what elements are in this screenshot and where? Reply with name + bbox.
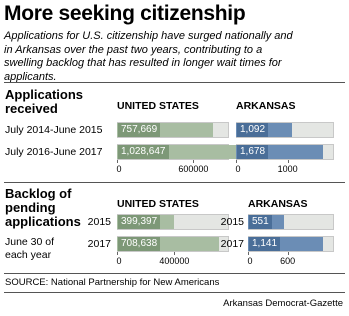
source: SOURCE: National Partnership for New Ame… <box>5 277 220 288</box>
category-label: July 2014-June 2015 <box>5 124 103 136</box>
tick-mark <box>236 160 237 163</box>
tick-mark <box>174 252 176 255</box>
tick-mark <box>248 252 249 255</box>
category-label: 2017 <box>220 238 244 250</box>
x-tick-label: 600000 <box>178 164 209 174</box>
value-label: 1,678 <box>237 145 269 159</box>
x-tick-label: 0 <box>116 164 122 174</box>
tick-mark <box>287 160 289 163</box>
value-label: 551 <box>249 215 272 229</box>
value-label: 708,638 <box>118 237 161 251</box>
section-heading: Applications received <box>5 87 84 116</box>
x-tick-label: 1000 <box>277 164 298 174</box>
category-label: 2015 <box>87 216 111 228</box>
rule <box>4 182 345 183</box>
tick-mark <box>117 252 118 255</box>
rule <box>4 82 345 83</box>
tick-mark <box>117 160 118 163</box>
value-label: 1,141 <box>249 237 281 251</box>
section-heading: Backlog of pending applications <box>5 186 81 229</box>
rule <box>4 273 345 274</box>
category-label: 2017 <box>87 238 111 250</box>
category-label: July 2016-June 2017 <box>5 146 103 158</box>
x-tick-label: 0 <box>235 164 241 174</box>
chart-title: UNITED STATES <box>117 100 199 112</box>
credit: Arkansas Democrat-Gazette <box>223 298 343 309</box>
x-tick-label: 600 <box>280 256 296 266</box>
rule <box>4 292 345 293</box>
x-tick-label: 400000 <box>159 256 190 266</box>
section-note: June 30 of each year <box>5 236 55 261</box>
subtitle: Applications for U.S. citizenship have s… <box>4 30 293 83</box>
value-label: 1,092 <box>237 123 269 137</box>
chart-title: ARKANSAS <box>236 100 296 112</box>
chart-title: ARKANSAS <box>248 198 308 210</box>
x-tick-label: 0 <box>247 256 253 266</box>
title: More seeking citizenship <box>4 2 246 25</box>
tick-mark <box>193 160 195 163</box>
chart-title: UNITED STATES <box>117 198 199 210</box>
value-label: 1,028,647 <box>118 145 169 159</box>
tick-mark <box>287 252 289 255</box>
value-label: 757,669 <box>118 123 161 137</box>
x-tick-label: 0 <box>116 256 122 266</box>
category-label: 2015 <box>220 216 244 228</box>
value-label: 399,397 <box>118 215 161 229</box>
